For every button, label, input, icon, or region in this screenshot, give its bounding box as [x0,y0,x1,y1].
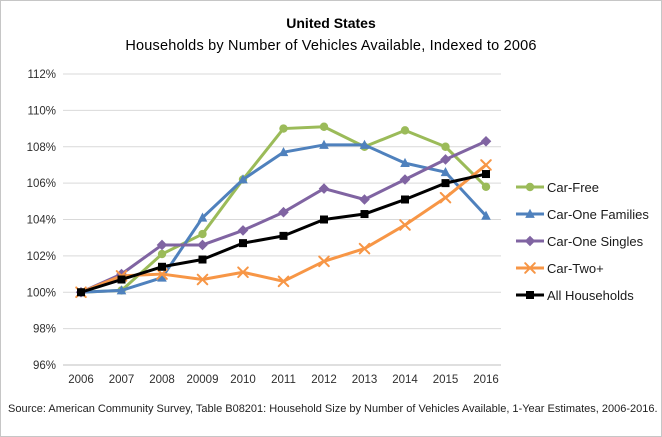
legend-item-car-one-singles: Car-One Singles [515,231,649,251]
y-axis-tick-label: 96% [33,360,56,372]
data-point-marker [318,183,330,194]
data-point-marker [440,167,451,177]
data-point-marker [116,285,127,295]
data-point-marker [401,195,409,204]
data-point-marker [481,182,491,191]
legend-item-car-free: Car-Free [515,177,649,197]
legend-item-car-two: Car-Two+ [515,258,649,278]
y-axis-tick-label: 100% [27,287,56,299]
data-point-marker [359,139,370,149]
data-point-marker [198,229,207,239]
y-axis: 96% 98% 100% 102% 104% 106% 108% 110% 112% [27,69,56,372]
x-axis-tick-label: 2011 [271,374,296,386]
data-point-marker [440,154,451,165]
data-point-marker [237,266,249,279]
data-point-marker [441,179,450,188]
x-axis-tick-label: 2015 [433,374,459,386]
data-point-marker [525,208,535,218]
legend-item-car-one-families: Car-One Families [515,204,649,224]
x-axis-tick-label: 2016 [473,374,499,386]
data-point-marker [525,182,535,192]
x-axis-tick-label: 2007 [109,374,135,386]
data-point-marker [319,139,329,149]
data-point-marker [278,147,289,157]
legend-item-label: All Households [547,287,634,303]
data-point-marker [277,275,290,288]
legend-marker-square-icon [516,291,544,299]
data-point-marker [319,122,329,131]
data-point-marker [524,235,536,247]
legend-item-all-households: All Households [515,285,649,305]
data-point-marker [156,268,168,280]
y-axis-tick-label: 102% [27,251,56,263]
y-axis-tick-label: 110% [27,105,56,117]
data-point-marker [399,219,411,231]
data-point-marker [400,126,410,135]
data-point-marker [441,142,450,151]
data-point-marker [157,249,167,259]
data-point-marker [279,124,288,133]
x-axis: 2006 2007 2008 20009 2010 2011 2012 2013 2014 201… [68,374,499,386]
source-note: Source: American Community Survey, Table… [8,403,658,415]
x-axis-tick-label: 20009 [187,374,219,386]
y-axis-tick-label: 98% [33,324,56,336]
data-point-marker [360,210,369,219]
legend: Car-Free Car-One Families Car-One Singles C… [515,177,649,305]
data-point-marker [198,255,207,264]
legend-marker-x-icon [516,262,544,274]
data-point-marker [480,135,492,147]
x-axis-tick-label: 2008 [149,374,175,386]
y-axis-tick-label: 104% [27,215,56,227]
data-point-marker [400,157,410,168]
y-axis-tick-label: 106% [27,178,56,190]
y-axis-tick-label: 108% [27,142,56,154]
data-point-marker [196,273,209,286]
data-point-marker [239,239,247,248]
legend-item-label: Car-One Families [547,206,649,222]
data-point-marker [481,210,491,220]
data-point-marker [320,215,328,224]
data-point-marker [318,255,330,268]
legend-item-label: Car-Two+ [547,260,604,276]
series-line-car-one-families [79,143,488,294]
data-point-marker [237,225,249,236]
data-point-marker [526,291,534,299]
data-point-marker [480,159,492,171]
x-axis-tick-label: 2006 [68,374,94,386]
x-axis-tick-label: 2014 [392,374,418,386]
legend-marker-triangle-icon [516,208,544,218]
data-point-marker [524,262,536,274]
data-point-marker [157,272,167,282]
data-point-marker [158,262,166,271]
data-point-marker [439,191,452,204]
data-point-marker [77,288,85,297]
legend-item-label: Car-Free [547,179,600,195]
data-point-marker [117,275,126,284]
data-point-marker [359,194,370,205]
data-point-marker [279,231,288,240]
legend-item-label: Car-One Singles [547,233,644,249]
x-axis-tick-label: 2010 [230,374,256,386]
legend-marker-diamond-icon [516,235,544,247]
y-axis-tick-label: 112% [27,69,56,81]
gridlines-layer [63,73,501,366]
data-point-marker [482,170,490,179]
data-point-marker [156,239,168,251]
x-axis-tick-label: 2013 [352,374,378,386]
data-point-marker [197,212,208,222]
chart-title: United States [286,15,376,31]
x-axis-tick-label: 2012 [311,374,337,386]
series-layer [75,122,492,299]
chart-subtitle: Households by Number of Vehicles Availab… [125,38,537,54]
legend-marker-circle-icon [516,182,544,192]
data-point-marker [399,174,411,185]
data-point-marker [278,206,289,218]
data-point-marker [197,239,208,251]
data-point-marker [238,174,248,184]
data-point-marker [358,242,371,255]
